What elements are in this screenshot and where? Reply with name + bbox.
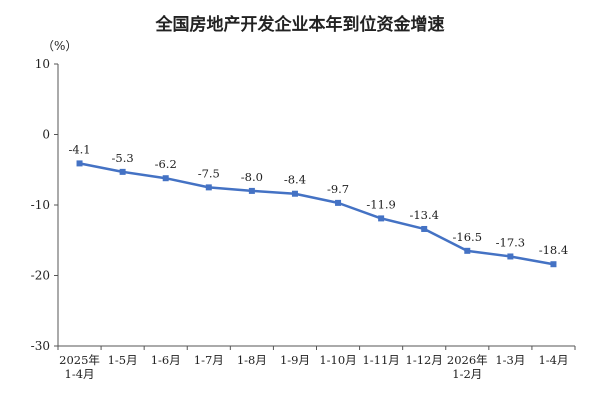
x-tick-label: 1-12月	[406, 353, 443, 367]
data-point	[248, 187, 255, 194]
data-label: -5.3	[112, 151, 134, 165]
y-tick-label: -30	[31, 339, 50, 353]
data-label: -8.4	[284, 173, 306, 187]
x-tick-label: 1-7月	[194, 353, 224, 367]
data-point	[421, 225, 428, 232]
chart-title: 全国房地产开发企业本年到位资金增速	[155, 15, 445, 35]
x-tick-label: 2025年 1-4月	[59, 353, 100, 381]
y-tick-label: 10	[35, 57, 50, 71]
x-tick-label: 1-10月	[319, 353, 356, 367]
x-tick-label: 2026年 1-2月	[447, 353, 488, 381]
x-tick-label: 1-11月	[362, 353, 399, 367]
data-point	[507, 253, 514, 260]
x-tick-label: 1-4月	[538, 353, 568, 367]
y-tick-label: 0	[42, 128, 50, 142]
data-point	[335, 199, 342, 206]
data-point	[291, 190, 298, 197]
data-point	[162, 175, 169, 182]
x-tick-label: 1-8月	[237, 353, 267, 367]
data-label: -6.2	[155, 157, 177, 171]
x-tick-label: 1-5月	[108, 353, 138, 367]
x-tick-label: 1-9月	[280, 353, 310, 367]
data-label: -16.5	[453, 230, 483, 244]
data-label: -13.4	[409, 208, 439, 222]
data-point	[378, 215, 385, 222]
data-point	[205, 184, 212, 191]
series-line	[79, 162, 554, 266]
x-tick-label: 1-3月	[495, 353, 525, 367]
data-label: -8.0	[241, 170, 263, 184]
x-tick-label: 1-6月	[151, 353, 181, 367]
data-point	[550, 261, 557, 268]
data-label: -9.7	[327, 182, 349, 196]
data-point	[464, 247, 471, 254]
data-label: -11.9	[366, 197, 396, 211]
data-label: -4.1	[68, 142, 90, 156]
y-tick-label: -20	[31, 269, 50, 283]
y-axis-unit: （%）	[42, 39, 78, 53]
data-point	[119, 168, 126, 175]
data-label: -17.3	[496, 235, 526, 249]
y-tick-label: -10	[31, 198, 50, 212]
data-label: -7.5	[198, 166, 220, 180]
data-point	[76, 160, 83, 167]
data-label: -18.4	[539, 243, 569, 257]
